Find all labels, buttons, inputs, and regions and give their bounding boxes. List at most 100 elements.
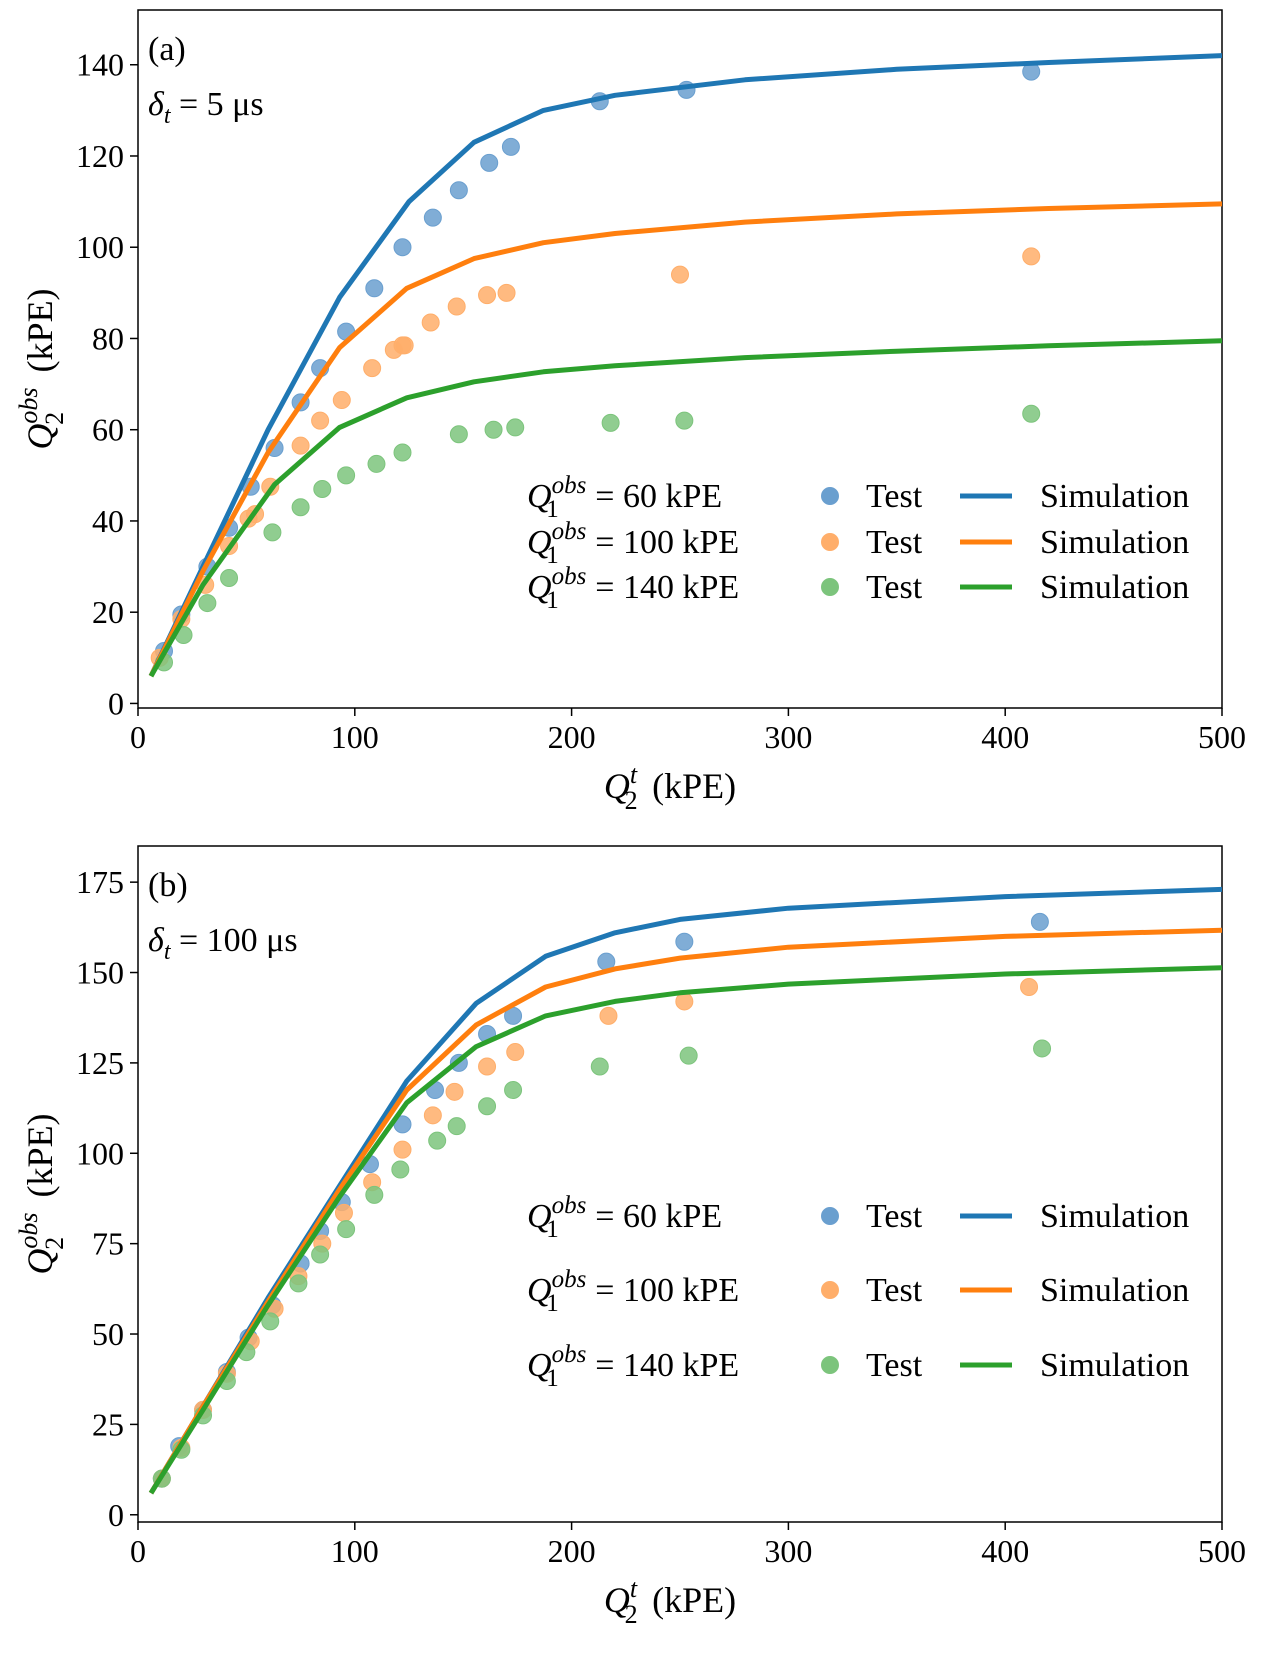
test-point-green	[590, 1057, 609, 1076]
y-tick-label: 60	[92, 412, 124, 448]
plot-frame	[137, 845, 1223, 1523]
test-point-green	[506, 418, 525, 437]
x-tick-label: 400	[981, 719, 1029, 755]
y-tick-label: 0	[108, 1497, 124, 1533]
simulation-line-blue	[148, 886, 1222, 1495]
y-tick-label: 175	[76, 864, 124, 900]
test-point-green	[447, 1117, 466, 1136]
test-point-orange	[334, 1203, 353, 1222]
x-tick-label: 0	[130, 1533, 146, 1569]
test-point-orange	[445, 1082, 464, 1101]
y-tick-label: 25	[92, 1406, 124, 1442]
test-point-green	[291, 498, 310, 517]
x-tick-label: 100	[331, 719, 379, 755]
panel-a: 0 100 200 300 400 500 0 20 40 60 80 100 120 140 Qt 2 (k…	[14, 9, 1246, 815]
legend-test-label: Test	[866, 524, 923, 561]
delta-t-annotation: δt = 100 μs	[148, 922, 298, 965]
legend-simulation-label: Simulation	[1040, 1347, 1189, 1384]
simulation-line-green	[148, 965, 1222, 1495]
x-tick-label: 200	[548, 1533, 596, 1569]
x-axis-label: Qt 2 (kPE)	[604, 760, 736, 815]
test-point-orange	[1022, 247, 1041, 266]
test-point-blue	[675, 932, 694, 951]
test-point-orange	[497, 283, 516, 302]
test-point-green	[1022, 404, 1041, 423]
y-axis-label: Qobs2 (kPE)	[14, 1113, 69, 1274]
test-point-orange	[311, 411, 330, 430]
x-tick-label: 300	[764, 719, 812, 755]
panel-label: (b)	[148, 867, 188, 904]
panel-label: (a)	[148, 31, 186, 68]
legend-q1-label: Qobs 1 = 140 kPE	[527, 563, 739, 614]
plot-area	[148, 886, 1222, 1495]
legend-test-marker	[821, 578, 839, 596]
test-point-green	[428, 1131, 447, 1150]
test-point-orange	[1020, 977, 1039, 996]
x-tick-label: 300	[764, 1533, 812, 1569]
y-tick-label: 140	[76, 47, 124, 83]
test-point-orange	[599, 1006, 618, 1025]
y-tick-label: 0	[108, 685, 124, 721]
legend-q1-label: Qobs 1 = 100 kPE	[527, 518, 739, 569]
legend-simulation-label: Simulation	[1040, 1272, 1189, 1309]
test-point-orange	[423, 1106, 442, 1125]
test-point-green	[220, 568, 239, 587]
test-point-orange	[395, 336, 414, 355]
legend-test-label: Test	[866, 1198, 923, 1235]
test-point-blue	[480, 153, 499, 172]
x-tick-label: 200	[548, 719, 596, 755]
plot-area	[148, 53, 1222, 678]
test-point-blue	[365, 279, 384, 298]
y-tick-label: 150	[76, 955, 124, 991]
x-tick-label: 500	[1198, 719, 1246, 755]
legend-test-marker	[821, 1356, 839, 1374]
panel-b: 0 100 200 300 400 500 0 25 50 75 100 125 150 175 Qt 2 (…	[14, 845, 1246, 1629]
legend-test-label: Test	[866, 569, 923, 606]
test-point-green	[484, 420, 503, 439]
test-point-green	[504, 1081, 523, 1100]
test-point-orange	[478, 1057, 497, 1076]
simulation-line-blue	[148, 53, 1222, 678]
test-point-green	[263, 523, 282, 542]
test-point-green	[313, 480, 332, 499]
test-point-green	[679, 1046, 698, 1065]
plot-frame	[137, 9, 1223, 709]
y-tick-label: 40	[92, 503, 124, 539]
y-axis-label: Qobs2 (kPE)	[14, 288, 69, 449]
test-point-orange	[447, 297, 466, 316]
delta-t-annotation: δt = 5 μs	[148, 86, 264, 129]
test-point-green	[478, 1097, 497, 1116]
legend-simulation-label: Simulation	[1040, 569, 1189, 606]
legend-q1-label: Qobs 1 = 100 kPE	[527, 1266, 739, 1317]
test-point-orange	[671, 265, 689, 284]
legend-test-marker	[821, 1281, 839, 1299]
test-point-orange	[332, 391, 351, 410]
legend-simulation-label: Simulation	[1040, 478, 1189, 515]
test-point-green	[675, 411, 694, 430]
legend-test-marker	[821, 533, 839, 551]
y-tick-label: 125	[76, 1045, 124, 1081]
test-point-green	[601, 413, 620, 432]
y-tick-label: 75	[92, 1226, 124, 1262]
legend-q1-label: Qobs 1 = 60 kPE	[527, 472, 722, 523]
test-point-blue	[1030, 912, 1049, 931]
x-tick-label: 500	[1198, 1533, 1246, 1569]
test-point-orange	[421, 313, 440, 332]
legend-test-marker	[821, 487, 839, 505]
test-point-green	[393, 443, 412, 462]
test-point-blue	[393, 238, 412, 257]
test-point-blue	[501, 137, 520, 156]
test-point-green	[261, 1312, 280, 1331]
test-point-green	[1033, 1039, 1052, 1058]
y-tick-label: 50	[92, 1316, 124, 1352]
legend-test-label: Test	[866, 478, 923, 515]
simulation-line-orange	[148, 201, 1222, 678]
simulation-line-green	[148, 338, 1222, 678]
legend-simulation-label: Simulation	[1040, 1198, 1189, 1235]
test-point-orange	[506, 1043, 525, 1062]
legend-simulation-label: Simulation	[1040, 524, 1189, 561]
test-point-green	[198, 594, 217, 613]
test-point-green	[311, 1245, 330, 1264]
test-point-green	[289, 1274, 308, 1293]
